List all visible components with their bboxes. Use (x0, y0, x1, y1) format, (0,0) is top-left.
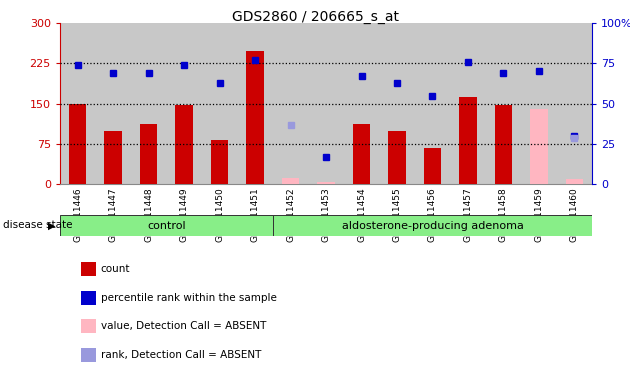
Text: GDS2860 / 206665_s_at: GDS2860 / 206665_s_at (231, 10, 399, 23)
Text: value, Detection Call = ABSENT: value, Detection Call = ABSENT (101, 321, 266, 331)
Bar (495, 105, 512, 184)
Bar (282, 178, 299, 184)
Text: disease state: disease state (3, 220, 72, 230)
Bar (379, 23, 415, 184)
Bar (486, 23, 521, 184)
Bar (566, 179, 583, 184)
Bar (202, 23, 238, 184)
Bar (353, 124, 370, 184)
Bar (95, 23, 131, 184)
Bar (60, 215, 273, 236)
Text: rank, Detection Call = ABSENT: rank, Detection Call = ABSENT (101, 350, 261, 360)
Bar (423, 148, 442, 184)
Text: control: control (147, 220, 186, 231)
Bar (521, 23, 557, 184)
Bar (140, 124, 158, 184)
Bar (104, 131, 122, 184)
Bar (459, 97, 477, 184)
Bar (60, 23, 95, 184)
Bar (344, 23, 379, 184)
Bar (69, 104, 86, 184)
Bar (530, 109, 548, 184)
Bar (273, 215, 592, 236)
Bar (131, 23, 166, 184)
Text: count: count (101, 264, 130, 274)
Bar (246, 51, 264, 184)
Bar (210, 140, 229, 184)
Bar (388, 131, 406, 184)
Bar (166, 23, 202, 184)
Bar (238, 23, 273, 184)
Bar (317, 182, 335, 184)
Bar (557, 23, 592, 184)
Bar (450, 23, 486, 184)
Bar (415, 23, 450, 184)
Text: percentile rank within the sample: percentile rank within the sample (101, 293, 277, 303)
Bar (175, 105, 193, 184)
Text: aldosterone-producing adenoma: aldosterone-producing adenoma (341, 220, 524, 231)
Bar (308, 23, 344, 184)
Text: ▶: ▶ (48, 220, 55, 230)
Bar (273, 23, 308, 184)
